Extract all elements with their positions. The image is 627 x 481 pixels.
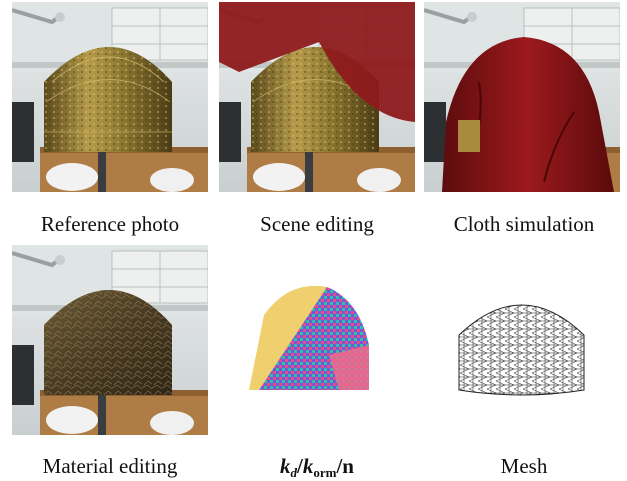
panel-scene-editing: [219, 2, 415, 192]
panel-texture-maps: [219, 245, 415, 435]
caption-texture-maps: kd/korm/n: [280, 454, 354, 480]
wireframe-mesh: [458, 304, 585, 396]
caption-cloth-simulation: Cloth simulation: [453, 212, 595, 236]
panel-reference-photo: [12, 2, 208, 192]
panel-mesh: [424, 245, 620, 435]
panel-material-editing: [12, 245, 208, 435]
caption-mesh: Mesh: [500, 454, 548, 478]
diffuse-texture: [249, 285, 327, 390]
caption-reference-photo: Reference photo: [40, 212, 180, 236]
red-cloth: [442, 37, 614, 192]
caption-scene-editing: Scene editing: [260, 212, 374, 236]
red-cloth: [219, 2, 415, 122]
caption-material-editing: Material editing: [42, 454, 178, 478]
panel-cloth-simulation: [424, 2, 620, 192]
